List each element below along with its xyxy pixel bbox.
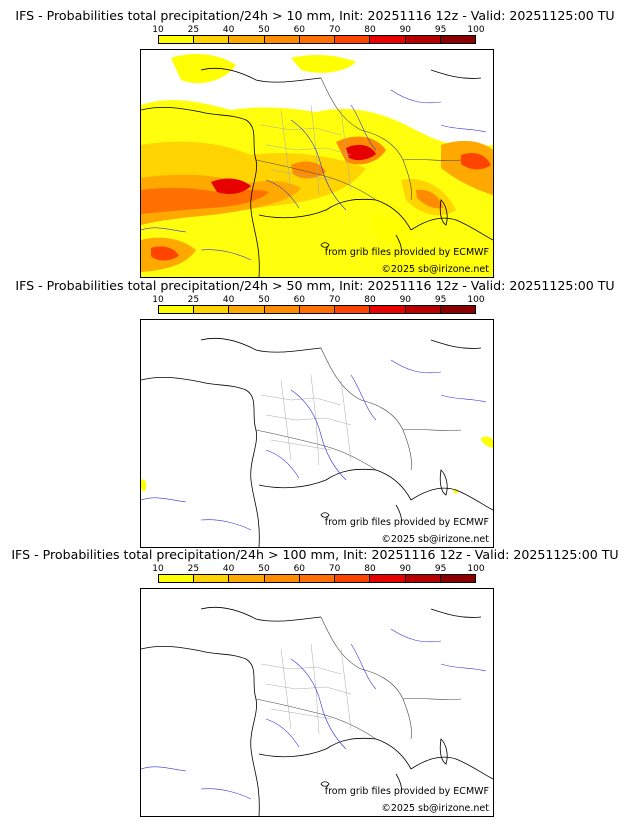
colorbar-swatch [264, 575, 300, 582]
map-graphic [141, 606, 493, 816]
colorbar-swatch [370, 575, 406, 582]
colorbar-tick: 50 [258, 25, 270, 35]
map-view: from grib files provided by ECMWF ©2025 … [140, 588, 494, 817]
colorbar-tick: 80 [364, 25, 376, 35]
colorbar-swatch [194, 575, 230, 582]
colorbar-tick: 90 [399, 295, 412, 305]
map-panel-10mm: IFS - Probabilities total precipitation/… [0, 8, 630, 278]
colorbar-swatch [370, 36, 406, 43]
colorbar-tick: 90 [399, 25, 412, 35]
colorbar-tick: 95 [434, 295, 447, 305]
country-borders [255, 616, 462, 740]
country-borders [255, 347, 462, 471]
colorbar-tick: 100 [467, 564, 485, 574]
map-panel-50mm: IFS - Probabilities total precipitation/… [0, 278, 630, 548]
colorbar-swatch [405, 36, 441, 43]
colorbar-swatch [299, 306, 336, 313]
colorbar-tick: 25 [187, 295, 200, 305]
colorbar-swatch [440, 575, 475, 582]
colorbar-tick: 40 [222, 564, 235, 574]
colorbar-tick: 50 [258, 564, 270, 574]
coastlines [141, 606, 493, 816]
rivers [141, 89, 487, 261]
colorbar-tick: 90 [399, 564, 412, 574]
copyright-credit: ©2025 sb@irizone.net [381, 803, 489, 814]
colorbar-swatch [440, 306, 475, 313]
colorbar-labels: 10 25 40 50 60 70 80 90 95 100 [152, 564, 484, 575]
map-view: from grib files provided by ECMWF ©2025 … [140, 49, 494, 278]
colorbar-tick: 60 [293, 564, 306, 574]
panel-title: IFS - Probabilities total precipitation/… [15, 278, 615, 293]
colorbar-tick: 10 [152, 25, 164, 35]
colorbar-tick: 10 [152, 564, 164, 574]
colorbar-labels: 10 25 40 50 60 70 80 90 95 100 [152, 25, 484, 36]
colorbar-swatch [335, 306, 371, 313]
admin-boundaries [260, 104, 352, 196]
map-panel-100mm: IFS - Probabilities total precipitation/… [0, 547, 630, 817]
colorbar [158, 574, 476, 583]
colorbar-swatch [229, 306, 265, 313]
colorbar-tick: 25 [187, 564, 200, 574]
map-graphic [141, 337, 493, 547]
precipitation-shading [141, 436, 493, 494]
colorbar-tick: 95 [434, 564, 447, 574]
colorbar-swatch [299, 36, 336, 43]
colorbar-tick: 50 [258, 295, 270, 305]
colorbar-swatch [194, 306, 230, 313]
data-source-credit: from grib files provided by ECMWF [324, 786, 489, 797]
colorbar-swatch [370, 306, 406, 313]
rivers [141, 628, 487, 800]
country-borders [255, 77, 462, 201]
admin-boundaries [260, 643, 352, 735]
colorbar-swatch [264, 306, 300, 313]
colorbar [158, 35, 476, 44]
colorbar-tick: 25 [187, 25, 200, 35]
colorbar-swatch [264, 36, 300, 43]
map-graphic [141, 54, 493, 277]
data-source-credit: from grib files provided by ECMWF [324, 517, 489, 528]
precipitation-shading [141, 54, 493, 277]
colorbar-swatch [299, 575, 336, 582]
coastlines [141, 67, 493, 277]
data-source-credit: from grib files provided by ECMWF [324, 247, 489, 258]
colorbar-tick: 80 [364, 295, 376, 305]
admin-boundaries [260, 374, 352, 466]
colorbar-swatch [229, 36, 265, 43]
colorbar-swatch [335, 36, 371, 43]
colorbar-swatch [159, 36, 195, 43]
colorbar [158, 305, 476, 314]
map-view: from grib files provided by ECMWF ©2025 … [140, 319, 494, 548]
colorbar-tick: 100 [467, 295, 485, 305]
colorbar-swatch [194, 36, 230, 43]
colorbar-tick: 100 [467, 25, 485, 35]
rivers [141, 359, 487, 531]
colorbar-tick: 95 [434, 25, 447, 35]
colorbar-tick: 70 [328, 295, 341, 305]
panel-title: IFS - Probabilities total precipitation/… [11, 547, 619, 562]
colorbar-tick: 60 [293, 295, 306, 305]
colorbar-swatch [440, 36, 475, 43]
colorbar-swatch [405, 575, 441, 582]
colorbar-swatch [159, 575, 195, 582]
colorbar-tick: 70 [328, 564, 341, 574]
copyright-credit: ©2025 sb@irizone.net [381, 534, 489, 545]
colorbar-tick: 40 [222, 25, 235, 35]
colorbar-tick: 10 [152, 295, 164, 305]
panel-title: IFS - Probabilities total precipitation/… [15, 8, 615, 23]
colorbar-labels: 10 25 40 50 60 70 80 90 95 100 [152, 295, 484, 306]
colorbar-tick: 60 [293, 25, 306, 35]
colorbar-swatch [335, 575, 371, 582]
colorbar-tick: 70 [328, 25, 341, 35]
colorbar-tick: 80 [364, 564, 376, 574]
colorbar-swatch [405, 306, 441, 313]
coastlines [141, 337, 493, 547]
colorbar-swatch [159, 306, 195, 313]
colorbar-swatch [229, 575, 265, 582]
copyright-credit: ©2025 sb@irizone.net [381, 264, 489, 275]
colorbar-tick: 40 [222, 295, 235, 305]
